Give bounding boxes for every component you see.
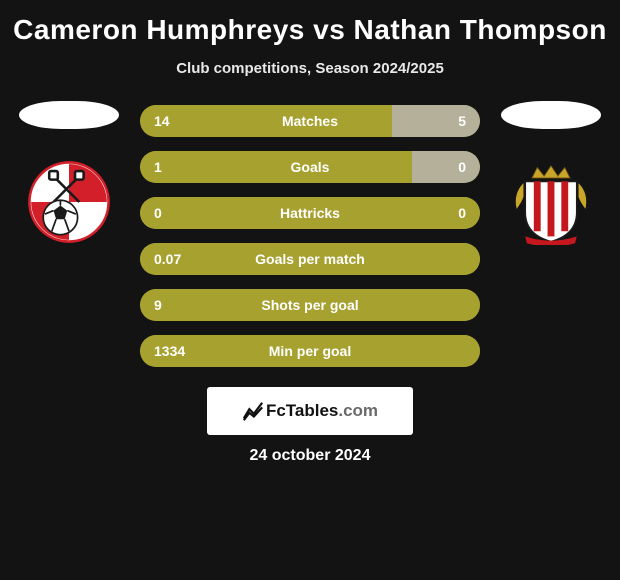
brand-badge[interactable]: FcTables.com xyxy=(207,387,413,435)
stat-value-left: 14 xyxy=(154,113,170,129)
player-right-col xyxy=(496,101,606,245)
stats-column: 14 5 Matches 1 0 Goals 0 0 Hattricks 0.07 Goals pe… xyxy=(140,105,480,367)
stat-label: Goals xyxy=(291,159,330,175)
stat-label: Shots per goal xyxy=(261,297,358,313)
stat-value-left: 1334 xyxy=(154,343,185,359)
stat-value-left: 0.07 xyxy=(154,251,181,267)
stat-bar: 14 5 Matches xyxy=(140,105,480,137)
stat-fill-right xyxy=(392,105,480,137)
date-text: 24 october 2024 xyxy=(0,447,620,465)
stat-bar: 0.07 Goals per match xyxy=(140,243,480,275)
stat-bar: 0 0 Hattricks xyxy=(140,197,480,229)
stat-value-left: 9 xyxy=(154,297,162,313)
stat-fill-right xyxy=(412,151,480,183)
player-silhouette-right xyxy=(501,101,601,129)
stat-fill-left xyxy=(140,105,392,137)
stat-bar: 1 0 Goals xyxy=(140,151,480,183)
brand-name: FcTables xyxy=(266,401,338,420)
stat-label: Matches xyxy=(282,113,338,129)
stat-value-left: 0 xyxy=(154,205,162,221)
club-crest-right xyxy=(506,159,596,245)
player-left-col xyxy=(14,101,124,245)
stat-label: Min per goal xyxy=(269,343,351,359)
stat-value-left: 1 xyxy=(154,159,162,175)
stat-label: Hattricks xyxy=(280,205,340,221)
main-row: 14 5 Matches 1 0 Goals 0 0 Hattricks 0.07 Goals pe… xyxy=(0,101,620,367)
club-crest-left xyxy=(24,159,114,245)
subtitle: Club competitions, Season 2024/2025 xyxy=(0,60,620,77)
brand-icon xyxy=(242,400,264,422)
comparison-card: Cameron Humphreys vs Nathan Thompson Clu… xyxy=(0,0,620,473)
player-silhouette-left xyxy=(19,101,119,129)
brand-suffix: .com xyxy=(338,401,378,420)
stat-label: Goals per match xyxy=(255,251,365,267)
stat-value-right: 0 xyxy=(458,159,466,175)
page-title: Cameron Humphreys vs Nathan Thompson xyxy=(0,14,620,46)
stat-value-right: 0 xyxy=(458,205,466,221)
stat-bar: 9 Shots per goal xyxy=(140,289,480,321)
stat-fill-left xyxy=(140,151,412,183)
stat-bar: 1334 Min per goal xyxy=(140,335,480,367)
stat-value-right: 5 xyxy=(458,113,466,129)
brand-text: FcTables.com xyxy=(266,401,378,421)
